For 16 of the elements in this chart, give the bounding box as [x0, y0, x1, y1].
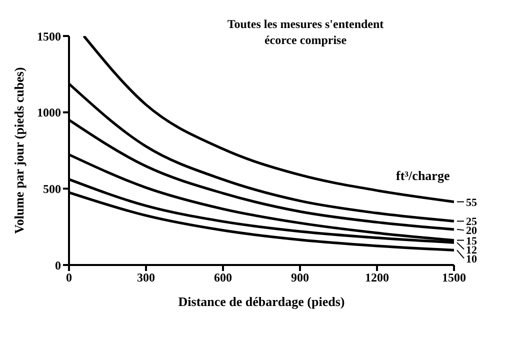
y-tick-label: 1000: [37, 106, 61, 120]
legend-label: 55: [466, 196, 478, 209]
x-tick-label: 600: [214, 270, 232, 285]
legend-title: ft³/charge: [396, 168, 450, 184]
x-tick-label: 300: [137, 270, 155, 285]
x-axis-title: Distance de débardage (pieds): [178, 294, 345, 309]
annotation: Toutes les mesures s'entendent écorce comprise: [226, 16, 385, 48]
x-tick-label: 1200: [365, 270, 389, 285]
x-tick-label: 0: [66, 270, 72, 285]
y-tick-label: 500: [43, 182, 61, 196]
y-tick-label: 1500: [37, 29, 61, 44]
x-tick-label: 1500: [442, 270, 466, 285]
x-tick-label: 900: [291, 270, 309, 285]
y-tick-label: 0: [55, 258, 61, 272]
y-axis-title: Volume par jour (pieds cubes): [12, 67, 27, 234]
legend-label: 20: [466, 225, 478, 238]
